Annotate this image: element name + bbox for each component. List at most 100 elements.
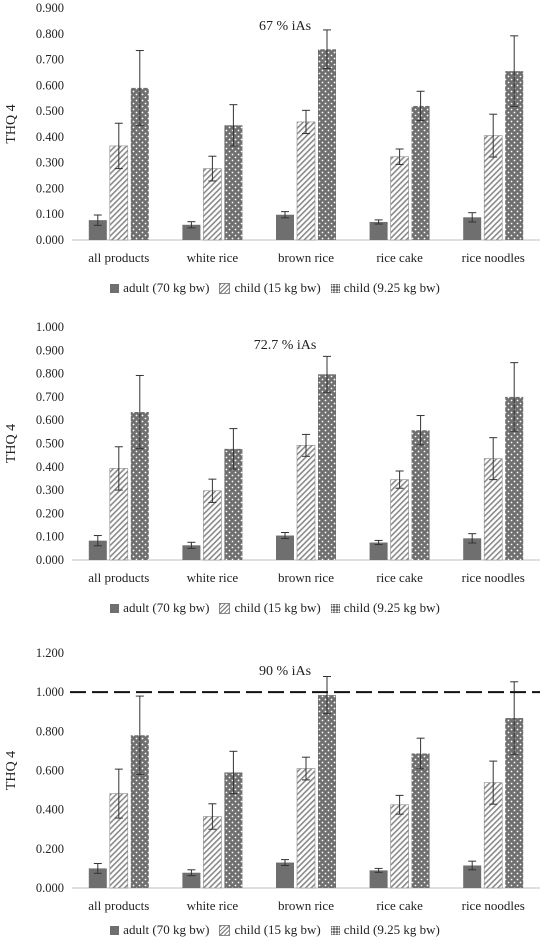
bar <box>130 735 149 888</box>
legend-item-child15: child (15 kg bw) <box>219 280 321 296</box>
bar <box>224 772 243 888</box>
legend-label-child15: child (15 kg bw) <box>234 280 321 295</box>
y-tick-label: 0.500 <box>36 104 64 118</box>
bar <box>88 540 107 560</box>
chart-2-legend: adult (70 kg bw) child (15 kg bw) child … <box>0 600 550 616</box>
y-tick-label: 0.300 <box>36 156 64 170</box>
chart-title: 67 % iAs <box>259 19 311 34</box>
y-axis-label: THQ 4 <box>4 424 19 463</box>
x-category-label: rice cake <box>376 898 423 913</box>
bar <box>390 479 409 561</box>
bar <box>463 217 482 240</box>
legend-swatch-hatch <box>219 282 231 294</box>
bar <box>224 125 243 240</box>
bar <box>296 445 316 561</box>
bar <box>411 753 430 888</box>
x-category-label: rice noodles <box>462 250 525 265</box>
y-tick-label: 0.700 <box>36 53 64 67</box>
x-category-label: white rice <box>187 250 239 265</box>
y-tick-label: 0.900 <box>36 1 64 15</box>
y-tick-label: 1.000 <box>36 320 64 334</box>
bar <box>390 156 409 241</box>
y-tick-label: 0.100 <box>36 530 64 544</box>
bar <box>369 542 388 560</box>
y-tick-label: 0.200 <box>36 181 64 195</box>
x-category-label: brown rice <box>278 898 334 913</box>
legend-swatch-dots <box>330 283 340 293</box>
y-tick-label: 1.000 <box>36 685 64 699</box>
y-tick-label: 0.100 <box>36 207 64 221</box>
bar <box>130 87 149 241</box>
legend-swatch-solid <box>110 603 120 613</box>
y-tick-label: 0.800 <box>36 27 64 41</box>
y-tick-label: 0.400 <box>36 130 64 144</box>
x-category-label: white rice <box>187 570 239 585</box>
y-tick-label: 0.200 <box>36 506 64 520</box>
legend-label-child925: child (9.25 kg bw) <box>343 280 440 295</box>
bar <box>318 695 336 888</box>
legend-swatch-hatch <box>219 602 231 614</box>
x-category-label: all products <box>88 898 149 913</box>
bar <box>88 220 107 240</box>
bar <box>505 396 524 560</box>
chart-panel-1: THQ 4 0.000 0.100 0.200 0.300 0.400 0.500 0.600… <box>0 0 550 275</box>
x-category-label: rice noodles <box>462 898 525 913</box>
y-tick-label: 0.400 <box>36 460 64 474</box>
y-tick-label: 0.000 <box>36 881 64 895</box>
bar <box>182 224 201 240</box>
legend-label-adult: adult (70 kg bw) <box>123 600 210 615</box>
x-category-label: brown rice <box>278 570 334 585</box>
y-tick-label: 0.000 <box>36 233 64 247</box>
legend-swatch-solid <box>110 283 120 293</box>
y-tick-label: 0.900 <box>36 343 64 357</box>
legend-item-child925: child (9.25 kg bw) <box>330 600 440 616</box>
legend-label-adult: adult (70 kg bw) <box>123 922 210 937</box>
legend-label-child925: child (9.25 kg bw) <box>343 600 440 615</box>
x-category-label: rice cake <box>376 250 423 265</box>
x-category-label: all products <box>88 250 149 265</box>
legend-item-child15: child (15 kg bw) <box>219 922 321 938</box>
chart-1-legend: adult (70 kg bw) child (15 kg bw) child … <box>0 280 550 296</box>
legend-swatch-dots <box>330 603 340 613</box>
legend-item-child15: child (15 kg bw) <box>219 600 321 616</box>
bar <box>224 448 243 560</box>
bar <box>411 105 430 240</box>
legend-swatch-hatch <box>219 924 231 936</box>
bar <box>463 538 482 560</box>
chart-title: 90 % iAs <box>259 664 311 679</box>
legend-label-child925: child (9.25 kg bw) <box>343 922 440 937</box>
bar <box>296 768 316 889</box>
bar <box>411 430 430 560</box>
chart-2-svg: THQ 4 0.000 0.100 0.200 0.300 0.400 0.500 0.600… <box>4 320 540 585</box>
bar <box>390 804 409 889</box>
y-tick-label: 0.800 <box>36 367 64 381</box>
y-axis-label: THQ 4 <box>4 104 19 143</box>
legend-item-adult: adult (70 kg bw) <box>110 922 209 938</box>
bar <box>369 870 388 888</box>
bar <box>276 535 294 560</box>
bar <box>505 71 524 241</box>
legend-swatch-solid <box>110 925 120 935</box>
x-category-label: brown rice <box>278 250 334 265</box>
bar <box>130 412 149 560</box>
bar <box>276 862 294 888</box>
bar <box>318 49 336 240</box>
bar <box>318 374 336 560</box>
chart-3-svg: THQ 4 0.000 0.200 0.400 0.600 0.800 1.000 1.200… <box>4 646 540 913</box>
legend-swatch-dots <box>330 925 340 935</box>
bar <box>88 868 107 888</box>
legend-label-adult: adult (70 kg bw) <box>123 280 210 295</box>
y-tick-label: 0.600 <box>36 78 64 92</box>
bar <box>182 545 201 560</box>
y-tick-label: 0.800 <box>36 724 64 738</box>
bar <box>276 214 294 240</box>
chart-panel-3: THQ 4 0.000 0.200 0.400 0.600 0.800 1.000 1.200… <box>0 638 550 918</box>
legend-item-child925: child (9.25 kg bw) <box>330 922 440 938</box>
y-axis-label: THQ 4 <box>4 751 19 790</box>
chart-1-svg: THQ 4 0.000 0.100 0.200 0.300 0.400 0.500 0.600… <box>4 1 540 265</box>
bar <box>463 865 482 888</box>
y-tick-label: 0.600 <box>36 764 64 778</box>
y-tick-label: 0.500 <box>36 437 64 451</box>
chart-panel-2: THQ 4 0.000 0.100 0.200 0.300 0.400 0.500 0.600… <box>0 315 550 595</box>
x-category-label: rice cake <box>376 570 423 585</box>
